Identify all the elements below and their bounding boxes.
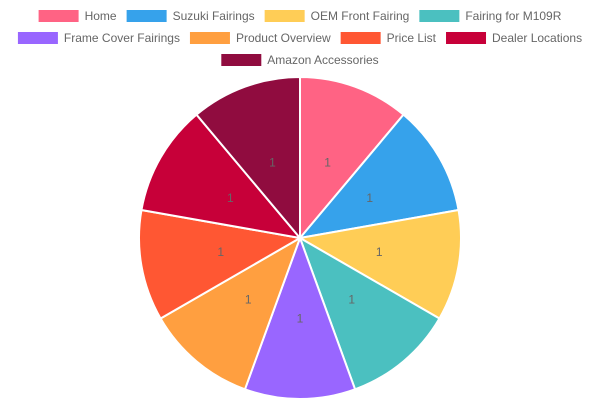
- slice-value-label-home: 1: [324, 155, 331, 169]
- pie-slice-price-list[interactable]: [138, 208, 303, 320]
- slice-value-label-fairing-for-m109r: 1: [348, 293, 355, 307]
- legend-label-dealer-locations: Dealer Locations: [492, 31, 582, 45]
- legend-item-dealer-locations[interactable]: Dealer Locations: [446, 31, 582, 45]
- pie-slice-home[interactable]: [299, 75, 405, 241]
- pie-slice-amazon-accessories[interactable]: [195, 75, 301, 241]
- pie-slice-fairing-for-m109r[interactable]: [298, 235, 441, 391]
- legend-item-fairing-for-m109r[interactable]: Fairing for M109R: [419, 9, 562, 23]
- slice-labels: 1 1 1 1 1 1 1 1 1: [217, 155, 383, 325]
- legend-swatch-product-overview: [189, 32, 230, 44]
- pie-slice-suzuki-fairings[interactable]: [297, 113, 460, 240]
- legend-swatch-home: [38, 10, 79, 22]
- pie-slice-frame-cover-fairings[interactable]: [243, 235, 357, 400]
- legend-item-price-list[interactable]: Price List: [340, 31, 437, 45]
- slice-value-label-oem-front-fairing: 1: [376, 245, 383, 259]
- pie-slices: [138, 75, 462, 400]
- chart-legend: Home Suzuki Fairings OEM Front Fairing Fair…: [17, 9, 582, 67]
- slice-value-label-dealer-locations: 1: [227, 191, 234, 205]
- legend-label-oem-front-fairing: OEM Front Fairing: [311, 9, 410, 23]
- legend-item-product-overview[interactable]: Product Overview: [189, 31, 331, 45]
- legend-swatch-price-list: [340, 32, 381, 44]
- legend-label-frame-cover-fairings: Frame Cover Fairings: [64, 31, 180, 45]
- pie-slice-product-overview[interactable]: [159, 235, 302, 391]
- legend-swatch-fairing-for-m109r: [419, 10, 460, 22]
- slice-value-label-amazon-accessories: 1: [269, 155, 276, 169]
- legend-item-amazon-accessories[interactable]: Amazon Accessories: [221, 53, 379, 67]
- legend-swatch-oem-front-fairing: [264, 10, 305, 22]
- slice-value-label-frame-cover-fairings: 1: [297, 312, 304, 326]
- legend-label-amazon-accessories: Amazon Accessories: [267, 53, 378, 67]
- legend-swatch-amazon-accessories: [221, 54, 262, 66]
- legend-label-suzuki-fairings: Suzuki Fairings: [173, 9, 255, 23]
- legend-label-price-list: Price List: [387, 31, 437, 45]
- legend-item-frame-cover-fairings[interactable]: Frame Cover Fairings: [17, 31, 180, 45]
- slice-value-label-product-overview: 1: [245, 293, 252, 307]
- pie-slice-dealer-locations[interactable]: [140, 113, 303, 240]
- legend-item-home[interactable]: Home: [38, 9, 117, 23]
- legend-item-suzuki-fairings[interactable]: Suzuki Fairings: [126, 9, 255, 23]
- pie-slice-oem-front-fairing[interactable]: [297, 208, 462, 320]
- slice-value-label-suzuki-fairings: 1: [366, 191, 373, 205]
- legend-label-fairing-for-m109r: Fairing for M109R: [465, 9, 561, 23]
- legend-item-oem-front-fairing[interactable]: OEM Front Fairing: [264, 9, 410, 23]
- legend-label-product-overview: Product Overview: [236, 31, 331, 45]
- legend-swatch-suzuki-fairings: [126, 10, 167, 22]
- legend-swatch-dealer-locations: [446, 32, 487, 44]
- legend-swatch-frame-cover-fairings: [17, 32, 58, 44]
- slice-value-label-price-list: 1: [217, 245, 224, 259]
- legend-label-home: Home: [85, 9, 117, 23]
